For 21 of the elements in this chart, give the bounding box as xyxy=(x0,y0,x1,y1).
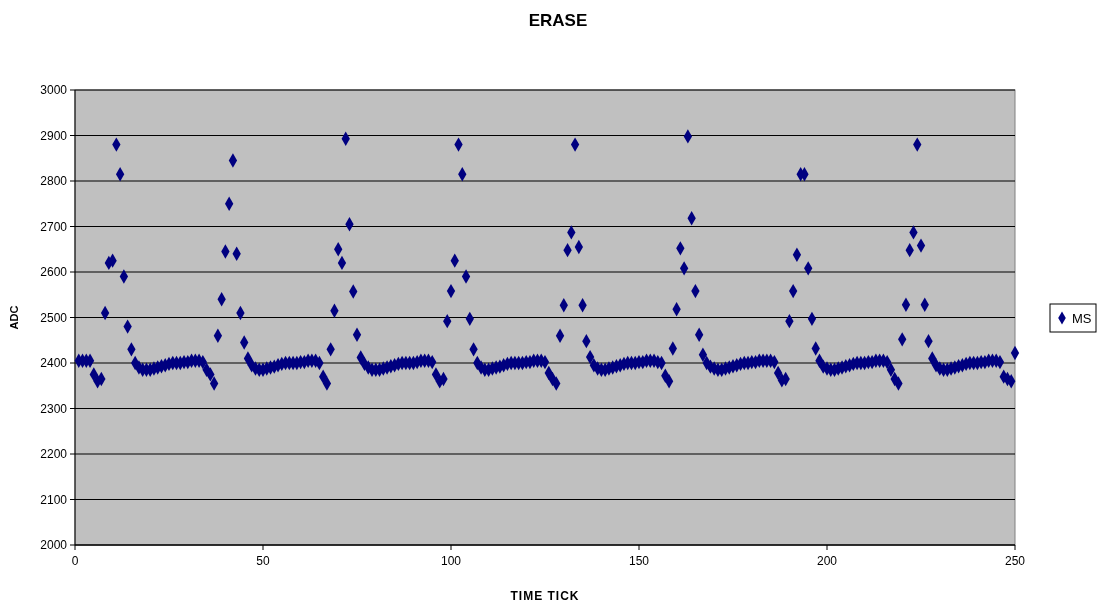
x-tick-label: 150 xyxy=(628,554,650,568)
x-tick-label: 50 xyxy=(256,554,270,568)
y-tick-label: 2600 xyxy=(40,265,68,280)
y-tick-label: 2900 xyxy=(40,128,68,143)
x-tick-label: 250 xyxy=(1004,554,1026,568)
y-tick-label: 2400 xyxy=(40,356,68,371)
y-tick-label: 2800 xyxy=(40,174,68,189)
y-tick-label: 2300 xyxy=(40,401,68,416)
x-axis-title: TIME TICK xyxy=(510,589,580,603)
y-tick-label: 2700 xyxy=(40,219,68,234)
x-tick-label: 200 xyxy=(816,554,838,568)
y-tick-label: 2100 xyxy=(40,492,68,507)
x-tick-label: 0 xyxy=(71,554,79,568)
y-tick-label: 3000 xyxy=(40,83,68,98)
chart-title: ERASE xyxy=(528,11,588,30)
y-tick-label: 2200 xyxy=(40,447,68,462)
y-tick-label: 2000 xyxy=(40,538,68,553)
y-axis-title: ADC xyxy=(8,305,20,330)
legend-label: MS xyxy=(1072,310,1092,326)
y-tick-label: 2500 xyxy=(40,310,68,325)
x-tick-label: 100 xyxy=(440,554,462,568)
